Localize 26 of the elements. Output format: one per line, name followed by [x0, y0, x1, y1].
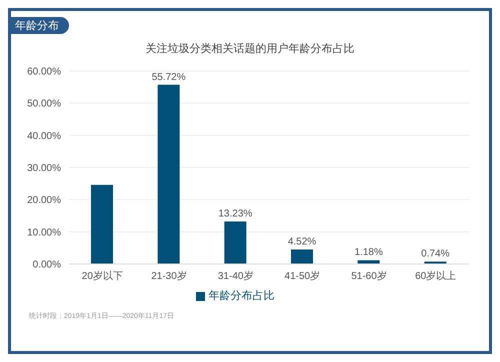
bar	[358, 260, 380, 264]
x-tick-label: 31-40岁	[218, 270, 254, 282]
bar	[224, 221, 246, 264]
data-label: 0.74%	[421, 248, 450, 260]
chart-title: 关注垃圾分类相关话题的用户年龄分布占比	[144, 42, 356, 56]
x-tick-label: 51-60岁	[351, 270, 387, 282]
y-tick-label: 0.00%	[32, 260, 62, 271]
y-tick-label: 30.00%	[27, 163, 62, 174]
y-tick-label: 20.00%	[27, 195, 62, 206]
x-tick-label: 41-50岁	[284, 270, 320, 282]
data-label: 1.18%	[354, 247, 383, 258]
bar	[91, 184, 113, 264]
x-tick-label: 60岁以上	[415, 270, 456, 282]
y-tick-label: 40.00%	[27, 130, 62, 142]
x-tick-label: 21-30岁	[151, 270, 187, 282]
data-label: 4.52%	[288, 236, 316, 248]
bar	[291, 249, 313, 264]
legend-label: 年龄分布占比	[208, 290, 274, 302]
data-label: 55.72%	[152, 72, 186, 83]
y-tick-label: 60.00%	[27, 66, 62, 78]
y-tick-label: 10.00%	[27, 227, 62, 238]
x-tick-label: 20岁以下	[82, 270, 123, 282]
y-tick-label: 50.00%	[27, 98, 62, 110]
bar	[158, 84, 180, 264]
data-label: 13.23%	[218, 208, 252, 220]
text: 年龄分布	[11, 17, 69, 34]
